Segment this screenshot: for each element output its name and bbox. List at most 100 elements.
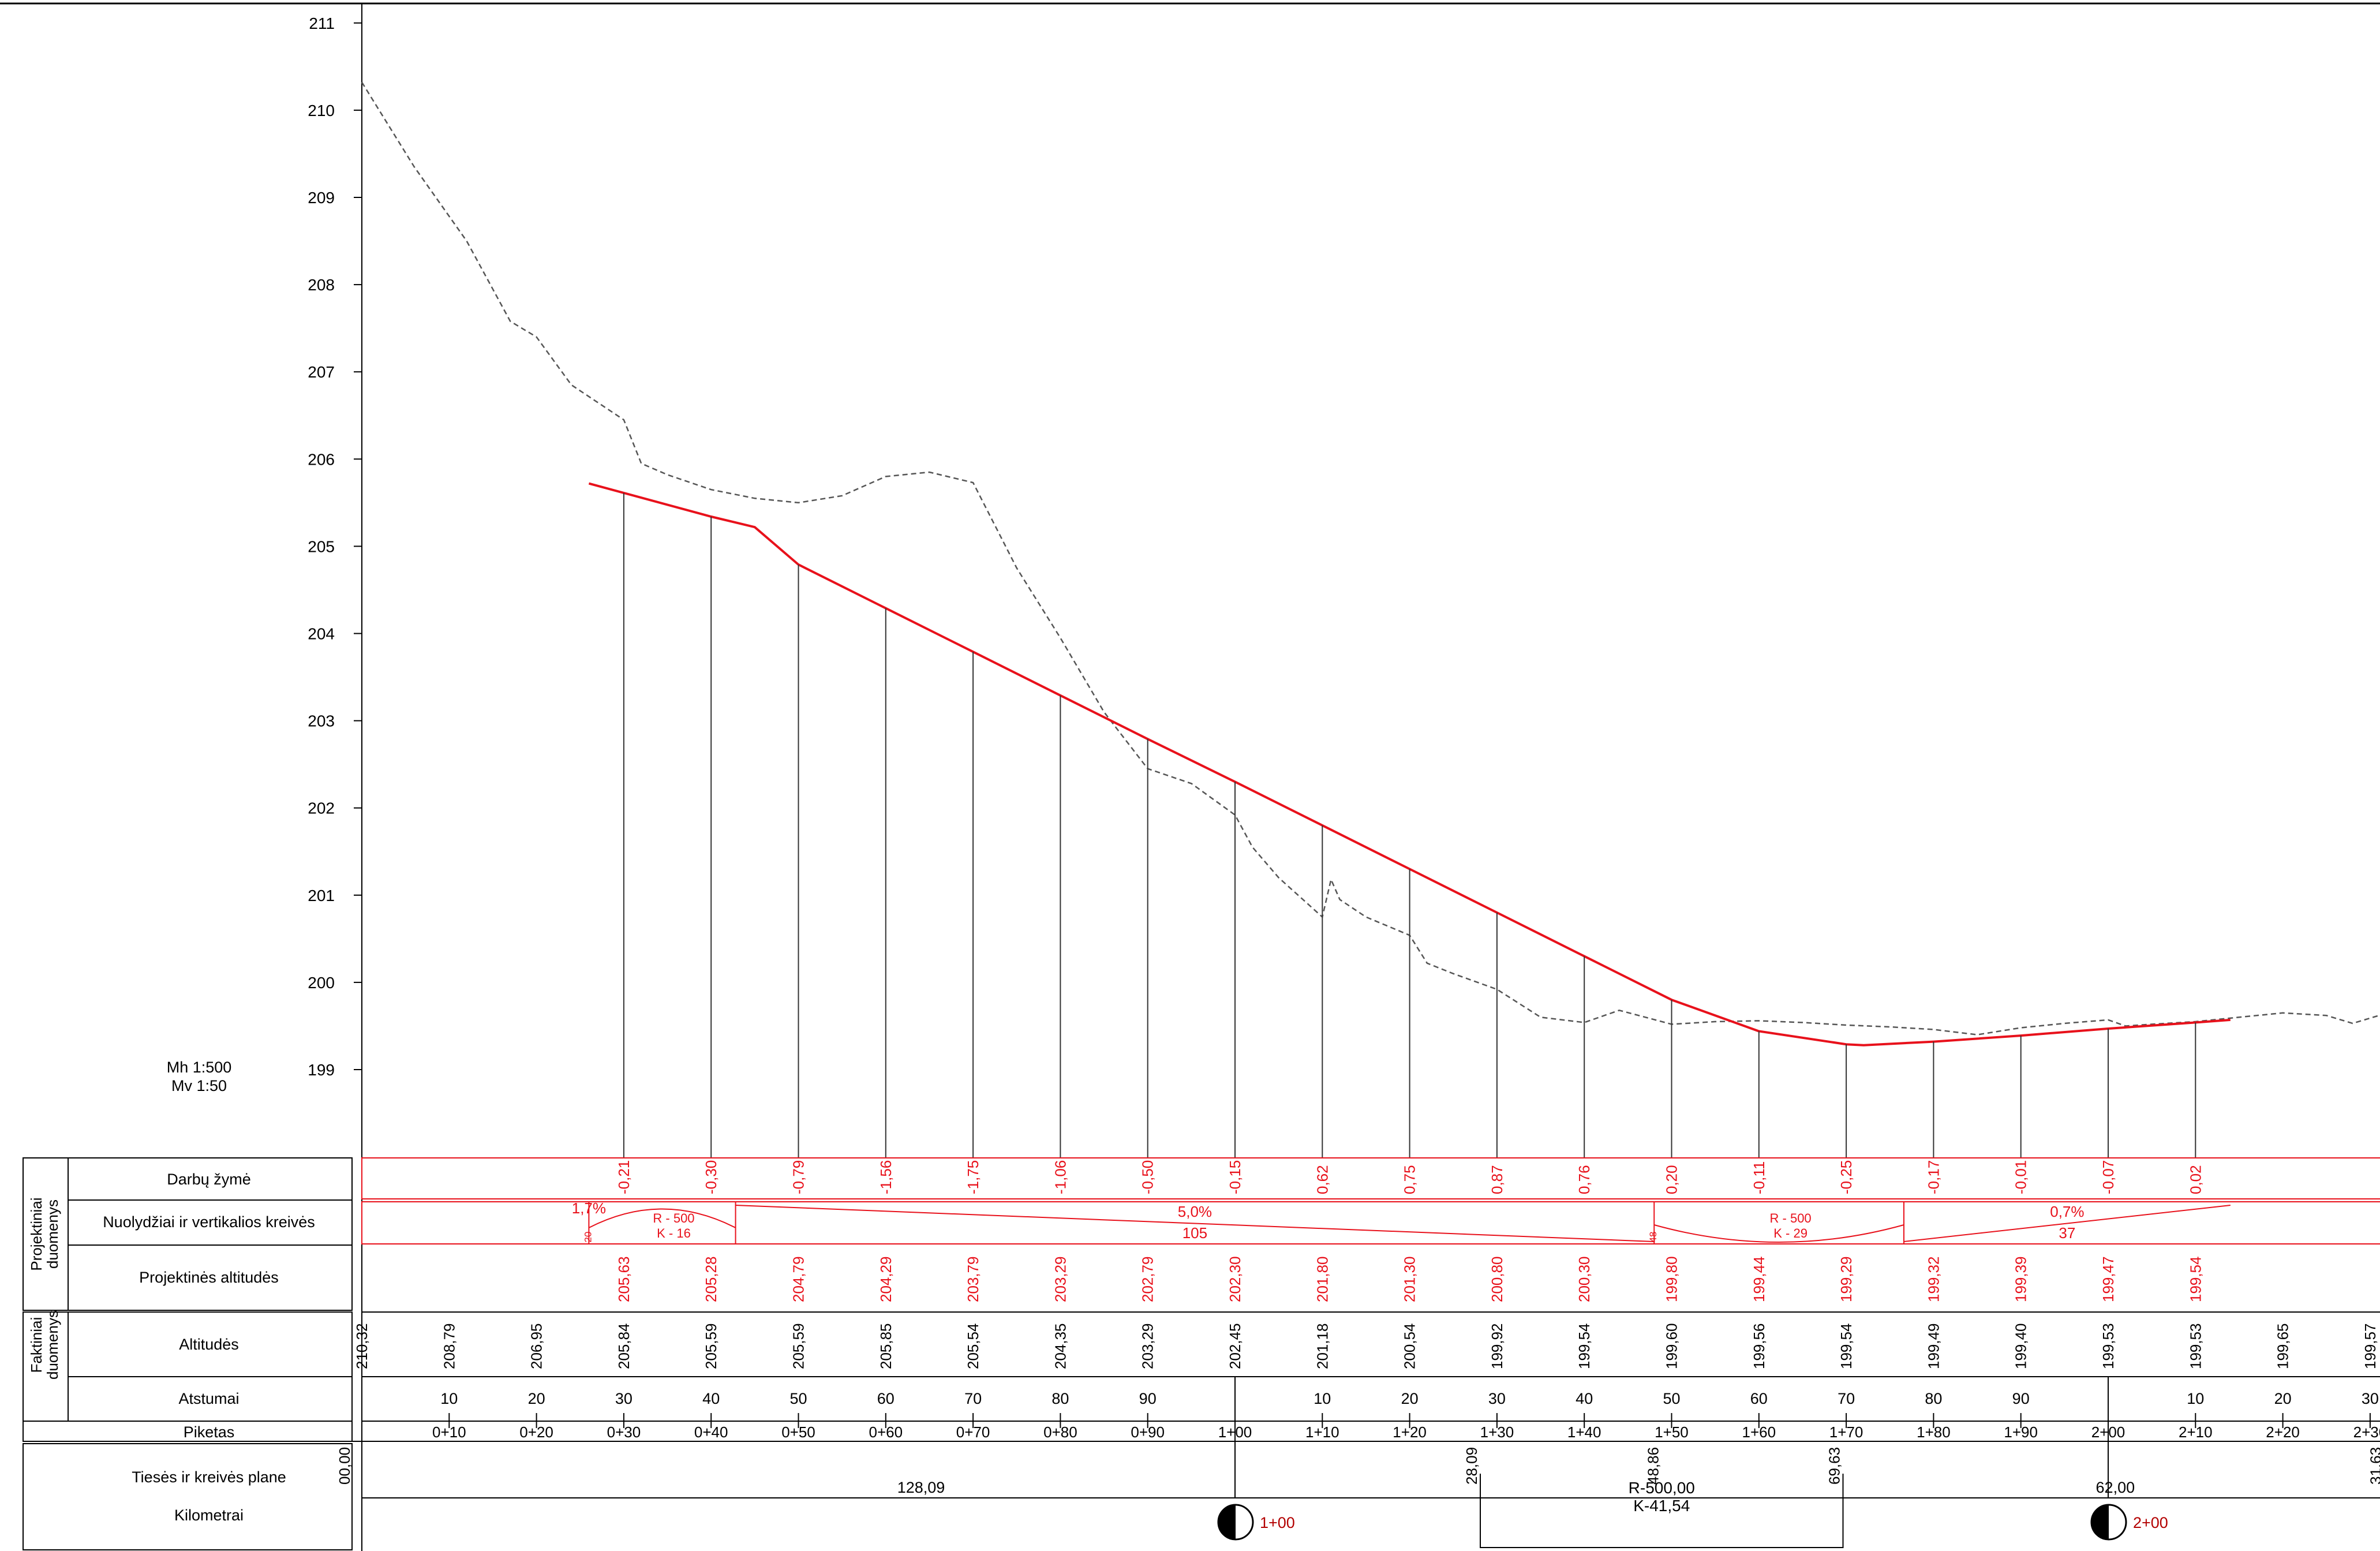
design-altitude-label: 204,79 (790, 1256, 807, 1302)
profile-plot (361, 81, 2380, 1158)
work-mark-label: 0,76 (1576, 1165, 1593, 1194)
distance-label: 70 (964, 1390, 982, 1407)
design-altitude-label: 199,54 (2187, 1256, 2204, 1302)
ground-altitude-label: 205,84 (615, 1323, 633, 1369)
ground-altitude-label: 199,54 (1838, 1323, 1855, 1369)
work-mark-label: -0,17 (1925, 1160, 1942, 1194)
ground-altitude-label: 199,49 (1925, 1323, 1942, 1369)
ground-altitude-label: 199,53 (2100, 1323, 2117, 1369)
slopes-row-box (361, 1201, 2380, 1244)
group-label-actual: duomenys (44, 1310, 61, 1380)
design-altitude-label: 199,39 (2012, 1256, 2030, 1302)
work-mark-label: -0,15 (1226, 1160, 1244, 1194)
work-mark-label: -0,50 (1139, 1160, 1157, 1194)
axis-tick-label: 211 (309, 14, 335, 32)
design-altitude-label: 201,80 (1314, 1256, 1331, 1302)
picket-label: 1+50 (1655, 1423, 1689, 1441)
plan-chainage-label: 31,63 (2367, 1447, 2380, 1485)
work-mark-label: -0,07 (2100, 1160, 2117, 1194)
km-row-box (361, 1497, 2380, 1551)
axis-tick-label: 199 (308, 1061, 335, 1079)
distance-label: 80 (1051, 1390, 1069, 1407)
distance-label: 30 (1488, 1390, 1506, 1407)
picket-label: 1+30 (1480, 1423, 1514, 1441)
picket-label: 0+60 (869, 1423, 903, 1441)
scale-horizontal: Mh 1:500 (167, 1059, 232, 1076)
scale-note: Mh 1:500 Mv 1:50 (167, 1059, 232, 1094)
ground-altitude-label: 203,29 (1139, 1323, 1157, 1369)
ground-altitude-label: 201,18 (1314, 1323, 1331, 1369)
row-label-km: Kilometrai (174, 1507, 244, 1524)
plan-curve-radius: R-500,00 (1629, 1479, 1695, 1497)
grade-percent-label: 5,0% (1178, 1203, 1212, 1220)
axis-tick-label: 207 (308, 363, 335, 381)
design-altitude-label: 205,28 (702, 1256, 720, 1302)
picket-label: 1+20 (1393, 1423, 1427, 1441)
row-label-design-altitudes: Projektinės altitudės (139, 1269, 279, 1286)
design-altitude-label: 203,29 (1051, 1256, 1069, 1302)
picket-label: 0+30 (607, 1423, 641, 1441)
ground-altitude-label: 205,59 (790, 1323, 807, 1369)
work-mark-label: 0,20 (1663, 1165, 1681, 1194)
distance-label: 50 (1663, 1390, 1680, 1407)
design-altitude-label: 201,30 (1401, 1256, 1419, 1302)
axis-tick-label: 200 (308, 974, 335, 992)
plan-row-box (361, 1441, 2380, 1498)
design-altitude-label: 202,30 (1226, 1256, 1244, 1302)
work-mark-label: -0,30 (702, 1160, 720, 1194)
scale-vertical: Mv 1:50 (171, 1077, 227, 1094)
distance-label: 10 (440, 1390, 458, 1407)
axis-tick-label: 206 (308, 450, 335, 468)
design-altitude-label: 204,29 (877, 1256, 895, 1302)
ground-altitude-label: 199,54 (1576, 1323, 1593, 1369)
picket-label: 0+50 (781, 1423, 815, 1441)
axis-tick-label: 208 (308, 276, 335, 294)
picket-label: 2+10 (2179, 1423, 2213, 1441)
grade-percent-label: 0,7% (2050, 1203, 2084, 1220)
distance-label: 30 (2362, 1390, 2379, 1407)
picket-label: 0+80 (1043, 1423, 1077, 1441)
ground-altitude-label: 199,40 (2012, 1323, 2030, 1369)
distance-label: 70 (1838, 1390, 1855, 1407)
plan-chainage-label: 69,63 (1826, 1447, 1843, 1485)
work-mark-label: 0,02 (2187, 1165, 2204, 1194)
ground-altitude-label: 202,45 (1226, 1323, 1244, 1369)
distance-label: 20 (2274, 1390, 2292, 1407)
design-altitude-label: 203,79 (964, 1256, 982, 1302)
grade-line (735, 1205, 1655, 1242)
distance-label: 80 (1925, 1390, 1942, 1407)
picket-label: 0+70 (956, 1423, 990, 1441)
row-label-plan: Tiesės ir kreivės plane (132, 1468, 286, 1486)
project-group-box (23, 1157, 353, 1311)
picket-label: 0+10 (432, 1423, 466, 1441)
distance-label: 20 (1401, 1390, 1419, 1407)
picket-label: 1+90 (2004, 1423, 2038, 1441)
axis-tick-label: 202 (308, 799, 335, 817)
design-altitude-label: 199,44 (1750, 1256, 1768, 1302)
design-altitude-label: 200,80 (1488, 1256, 1506, 1302)
ground-altitude-label: 199,53 (2187, 1323, 2204, 1369)
work-mark-label: 0,87 (1488, 1165, 1506, 1194)
ground-altitude-label: 205,85 (877, 1323, 895, 1369)
axis-tick-label: 209 (308, 189, 335, 207)
work-mark-label: -1,56 (877, 1160, 895, 1194)
curve-length-label: K - 29 (1773, 1226, 1808, 1240)
picket-label: 2+20 (2266, 1423, 2300, 1441)
work-mark-label: -0,11 (1750, 1161, 1768, 1194)
slope-label: 48 (1648, 1232, 1659, 1243)
design-altitude-label: 200,30 (1576, 1256, 1593, 1302)
grade-length-label: 105 (1182, 1224, 1207, 1242)
row-label-slopes: Nuolydžiai ir vertikalios kreivės (103, 1213, 315, 1231)
group-label-project: Projektiniai (28, 1197, 45, 1270)
plan-chainage-label: 00,00 (336, 1447, 353, 1485)
distance-label: 30 (615, 1390, 633, 1407)
km-marker-half (2091, 1505, 2109, 1539)
picket-label: 1+00 (1218, 1423, 1252, 1441)
plan-chainage-label: 48,86 (1644, 1447, 1661, 1485)
distance-label: 20 (528, 1390, 545, 1407)
plan-label-box (23, 1443, 353, 1550)
profile-data-table: ProjektiniaiduomenysFaktiniaiduomenysDar… (23, 1157, 2380, 1551)
axis-tick-label: 210 (308, 102, 335, 119)
picket-label: 0+90 (1131, 1423, 1165, 1441)
